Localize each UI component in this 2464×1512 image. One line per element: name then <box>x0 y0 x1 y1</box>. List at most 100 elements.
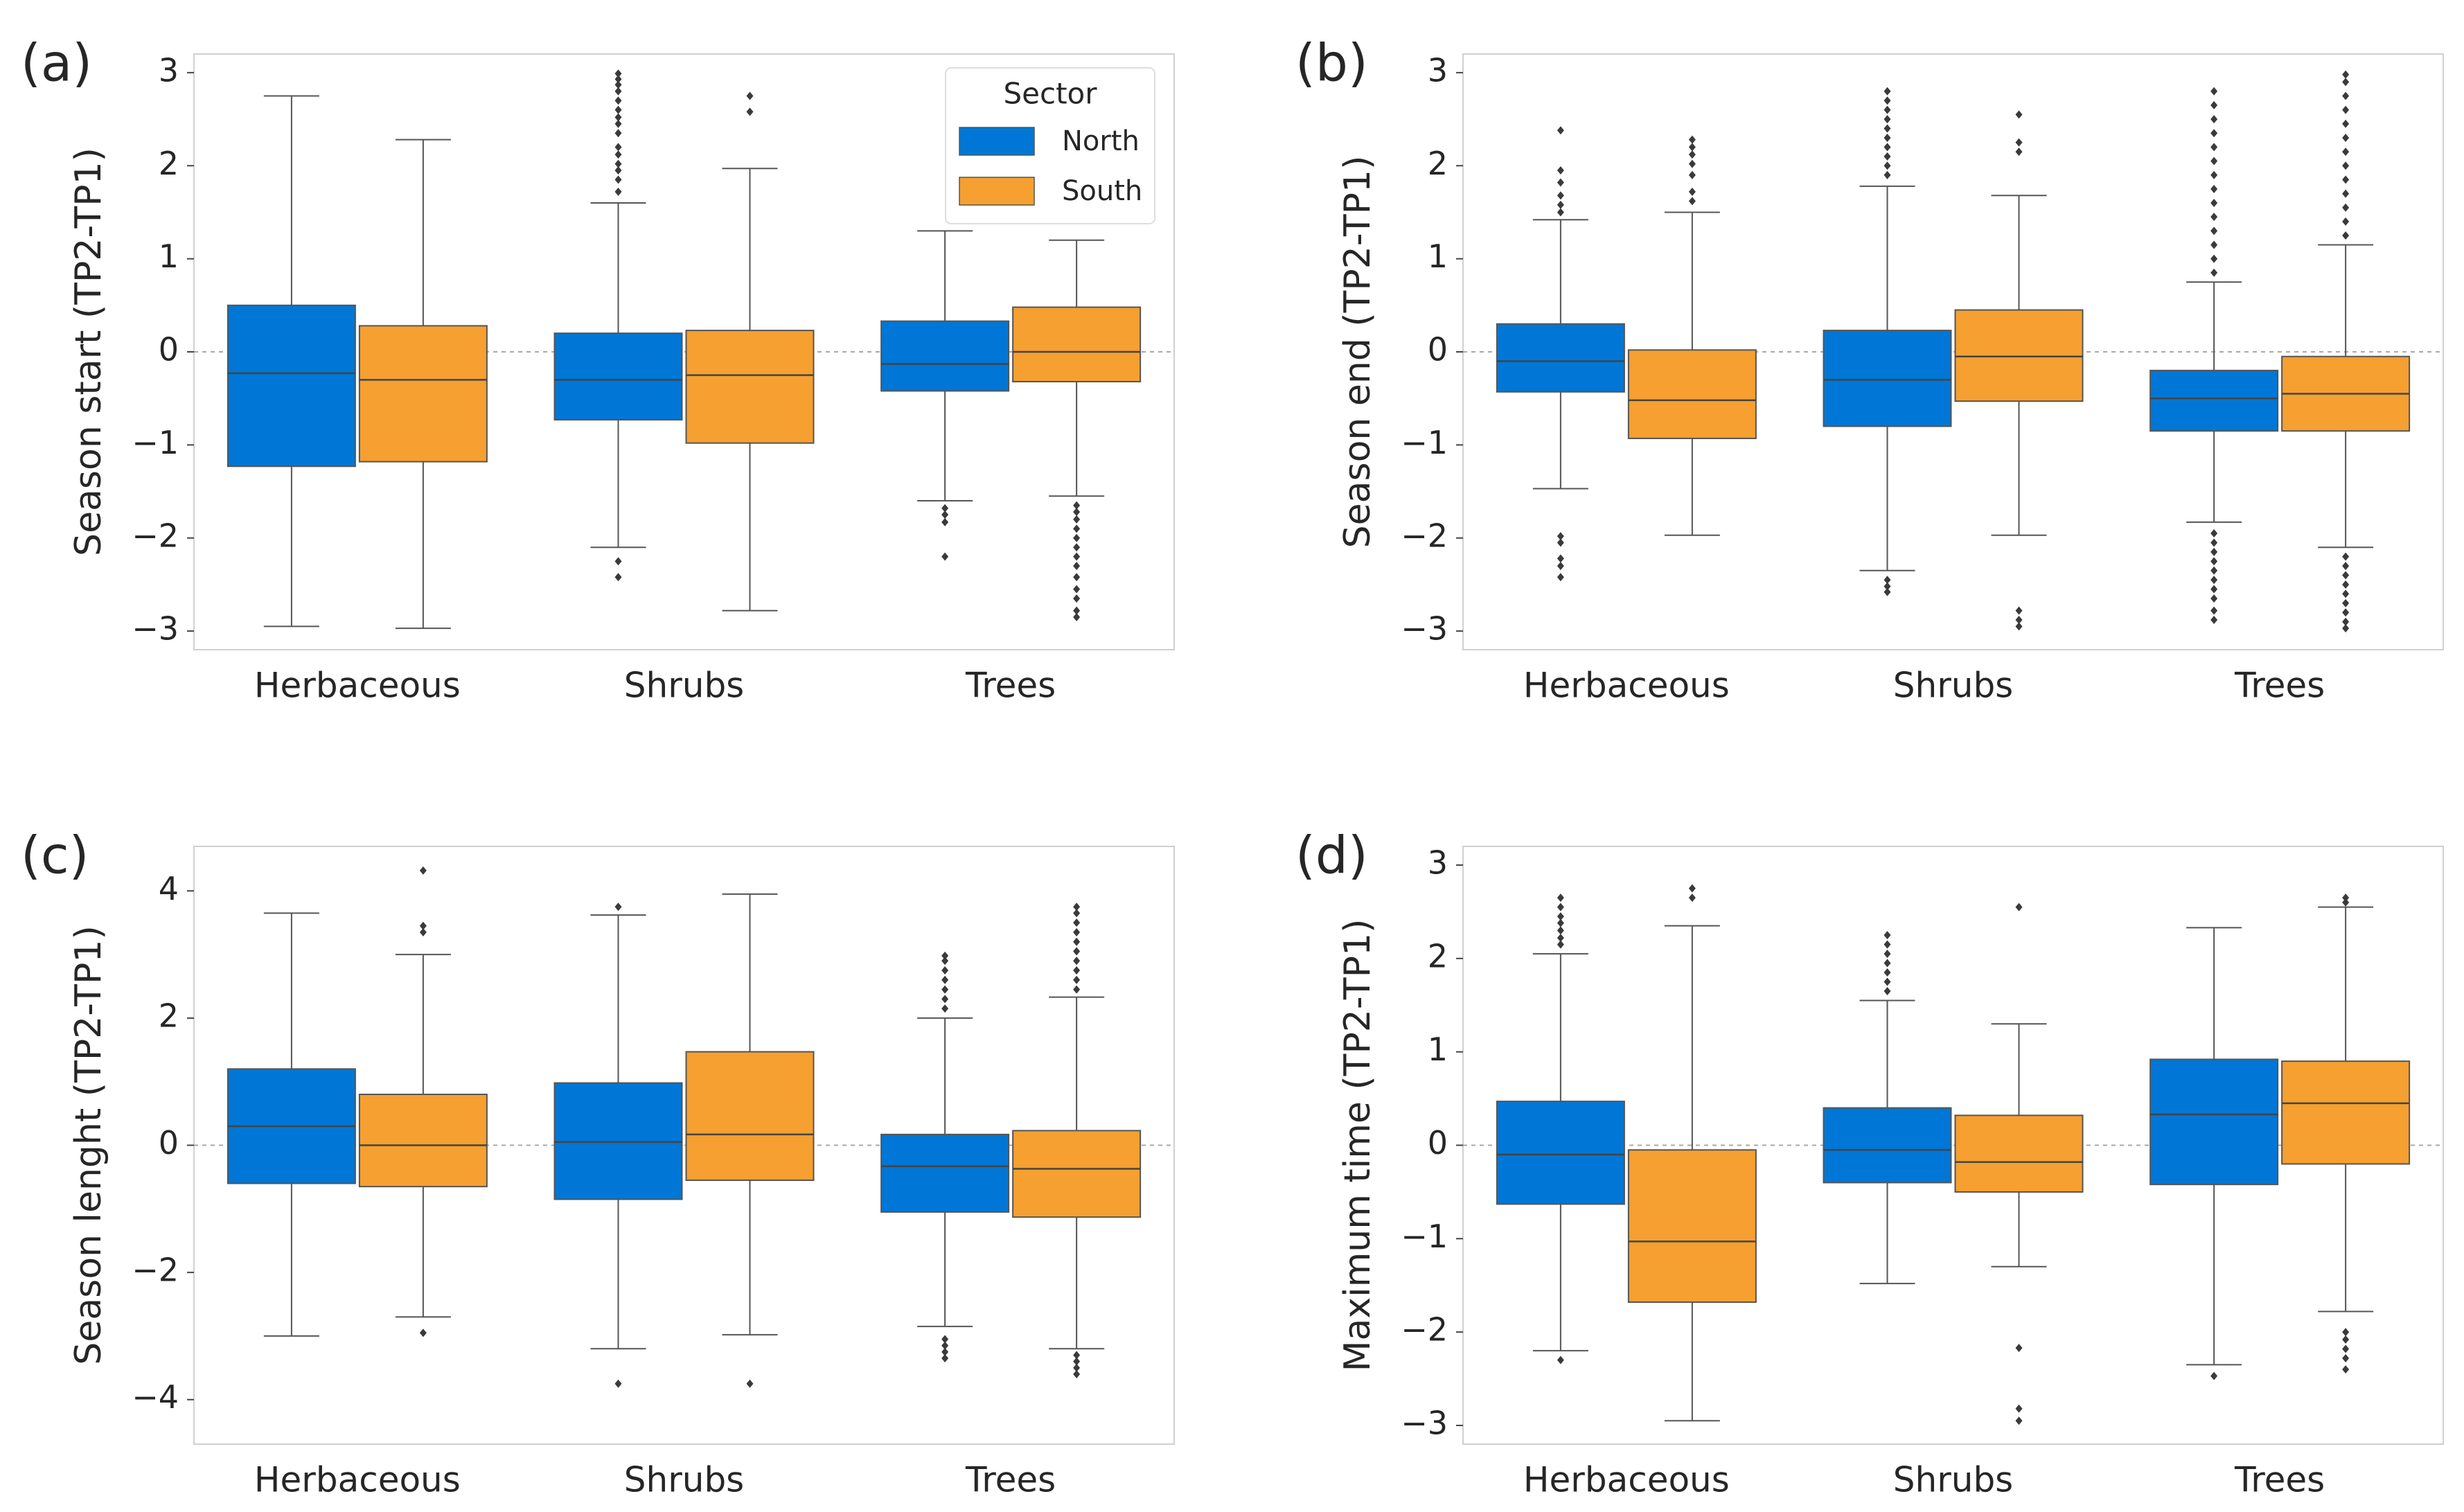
outlier-point <box>2015 606 2023 615</box>
outlier-point <box>1884 170 1891 179</box>
outlier-point <box>2015 1404 2023 1413</box>
outlier-point <box>941 510 949 519</box>
box-north-shrubs <box>553 902 683 1388</box>
outlier-point <box>2342 562 2350 571</box>
outlier-point <box>2210 557 2218 566</box>
outlier-point <box>2210 254 2218 263</box>
outlier-point <box>2342 133 2350 142</box>
outlier-point <box>1557 562 1564 571</box>
x-tick-label: Herbaceous <box>254 1460 461 1500</box>
outlier-point <box>1073 543 1081 552</box>
y-tick-label: 0 <box>1428 331 1448 368</box>
outlier-point <box>1073 975 1081 984</box>
y-tick-label: 4 <box>159 870 179 907</box>
box-south-trees <box>2281 893 2411 1374</box>
outlier-point <box>941 517 949 526</box>
box-south-trees <box>1012 902 1142 1379</box>
outlier-point <box>1073 606 1081 615</box>
outlier-point <box>1073 957 1081 966</box>
y-axis-label: Season start (TP2-TP1) <box>68 148 109 556</box>
y-tick-label: 1 <box>1428 1031 1448 1068</box>
outlier-point <box>2210 1371 2218 1380</box>
outlier-point <box>1073 909 1081 918</box>
outlier-point <box>1557 126 1564 135</box>
panel-label: (d) <box>1295 826 1368 886</box>
legend-title: Sector <box>1003 77 1097 111</box>
x-tick-label: Herbaceous <box>254 666 461 706</box>
outlier-point <box>614 69 622 78</box>
outlier-point <box>1688 170 1696 179</box>
outlier-point <box>1884 133 1891 142</box>
outlier-point <box>1073 594 1081 603</box>
outlier-point <box>2210 240 2218 249</box>
outlier-point <box>941 966 949 975</box>
outlier-point <box>419 927 427 936</box>
outlier-point <box>2342 608 2350 617</box>
y-tick-label: 3 <box>159 51 179 89</box>
outlier-point <box>941 552 949 561</box>
outlier-point <box>1884 968 1891 977</box>
box-south-herbaceous <box>358 866 488 1337</box>
legend: Sector North South <box>945 67 1155 224</box>
outlier-point <box>941 504 949 513</box>
panel-c: (c) Season lenght (TP2-TP1) 4 2 0 −2 −4 Herbace… <box>21 826 1175 1500</box>
outlier-point <box>2015 148 2023 157</box>
outlier-point <box>2015 902 2023 911</box>
outlier-point <box>2342 175 2350 184</box>
box-iqr <box>553 1082 683 1200</box>
outlier-point <box>2210 143 2218 152</box>
outlier-point <box>614 175 622 184</box>
outlier-point <box>1688 143 1696 152</box>
outlier-point <box>2015 616 2023 624</box>
outlier-point <box>2210 115 2218 124</box>
outlier-point <box>1073 612 1081 621</box>
outlier-point <box>2015 110 2023 119</box>
box-iqr <box>1823 330 1952 427</box>
box-iqr <box>2150 1058 2279 1186</box>
y-tick-label: −3 <box>132 610 179 648</box>
outlier-point <box>1884 143 1891 152</box>
outlier-point <box>1557 926 1564 935</box>
outlier-point <box>2210 87 2218 96</box>
outlier-point <box>2342 161 2350 170</box>
outlier-point <box>2342 598 2350 607</box>
outlier-point <box>2342 1344 2350 1353</box>
outlier-point <box>1884 931 1891 940</box>
outlier-point <box>2015 1344 2023 1353</box>
box-south-shrubs <box>1954 902 2084 1425</box>
outlier-point <box>1073 552 1081 561</box>
outlier-point <box>2342 189 2350 198</box>
box-south-herbaceous <box>1627 135 1757 536</box>
outlier-point <box>2210 199 2218 207</box>
box-iqr <box>1954 1114 2084 1193</box>
y-tick-label: −2 <box>1401 1311 1448 1349</box>
box-north-herbaceous <box>227 912 356 1337</box>
box-iqr <box>358 325 488 463</box>
outlier-point <box>614 129 622 138</box>
outlier-point <box>941 1335 949 1344</box>
outlier-point <box>2210 213 2218 222</box>
outlier-point <box>1557 208 1564 217</box>
x-tick-label: Trees <box>965 666 1056 706</box>
outlier-point <box>2342 893 2350 902</box>
outlier-point <box>614 143 622 152</box>
outlier-point <box>614 105 622 114</box>
x-tick-label: Herbaceous <box>1523 666 1730 706</box>
box-north-trees <box>880 951 1010 1363</box>
y-tick-label: 3 <box>1428 844 1448 881</box>
box-south-trees <box>1012 239 1142 621</box>
outlier-point <box>2210 100 2218 109</box>
outlier-point <box>2210 129 2218 138</box>
outlier-point <box>1884 977 1891 986</box>
y-axis-label: Season lenght (TP2-TP1) <box>68 925 109 1365</box>
outlier-point <box>2210 585 2218 594</box>
outlier-point <box>2210 268 2218 277</box>
box-iqr <box>2150 369 2279 432</box>
outlier-point <box>1884 124 1891 133</box>
outlier-point <box>2342 898 2350 907</box>
outlier-point <box>941 1354 949 1363</box>
outlier-point <box>2210 547 2218 556</box>
outlier-point <box>2342 617 2350 626</box>
outlier-point <box>614 113 622 122</box>
outlier-point <box>2342 1335 2350 1344</box>
